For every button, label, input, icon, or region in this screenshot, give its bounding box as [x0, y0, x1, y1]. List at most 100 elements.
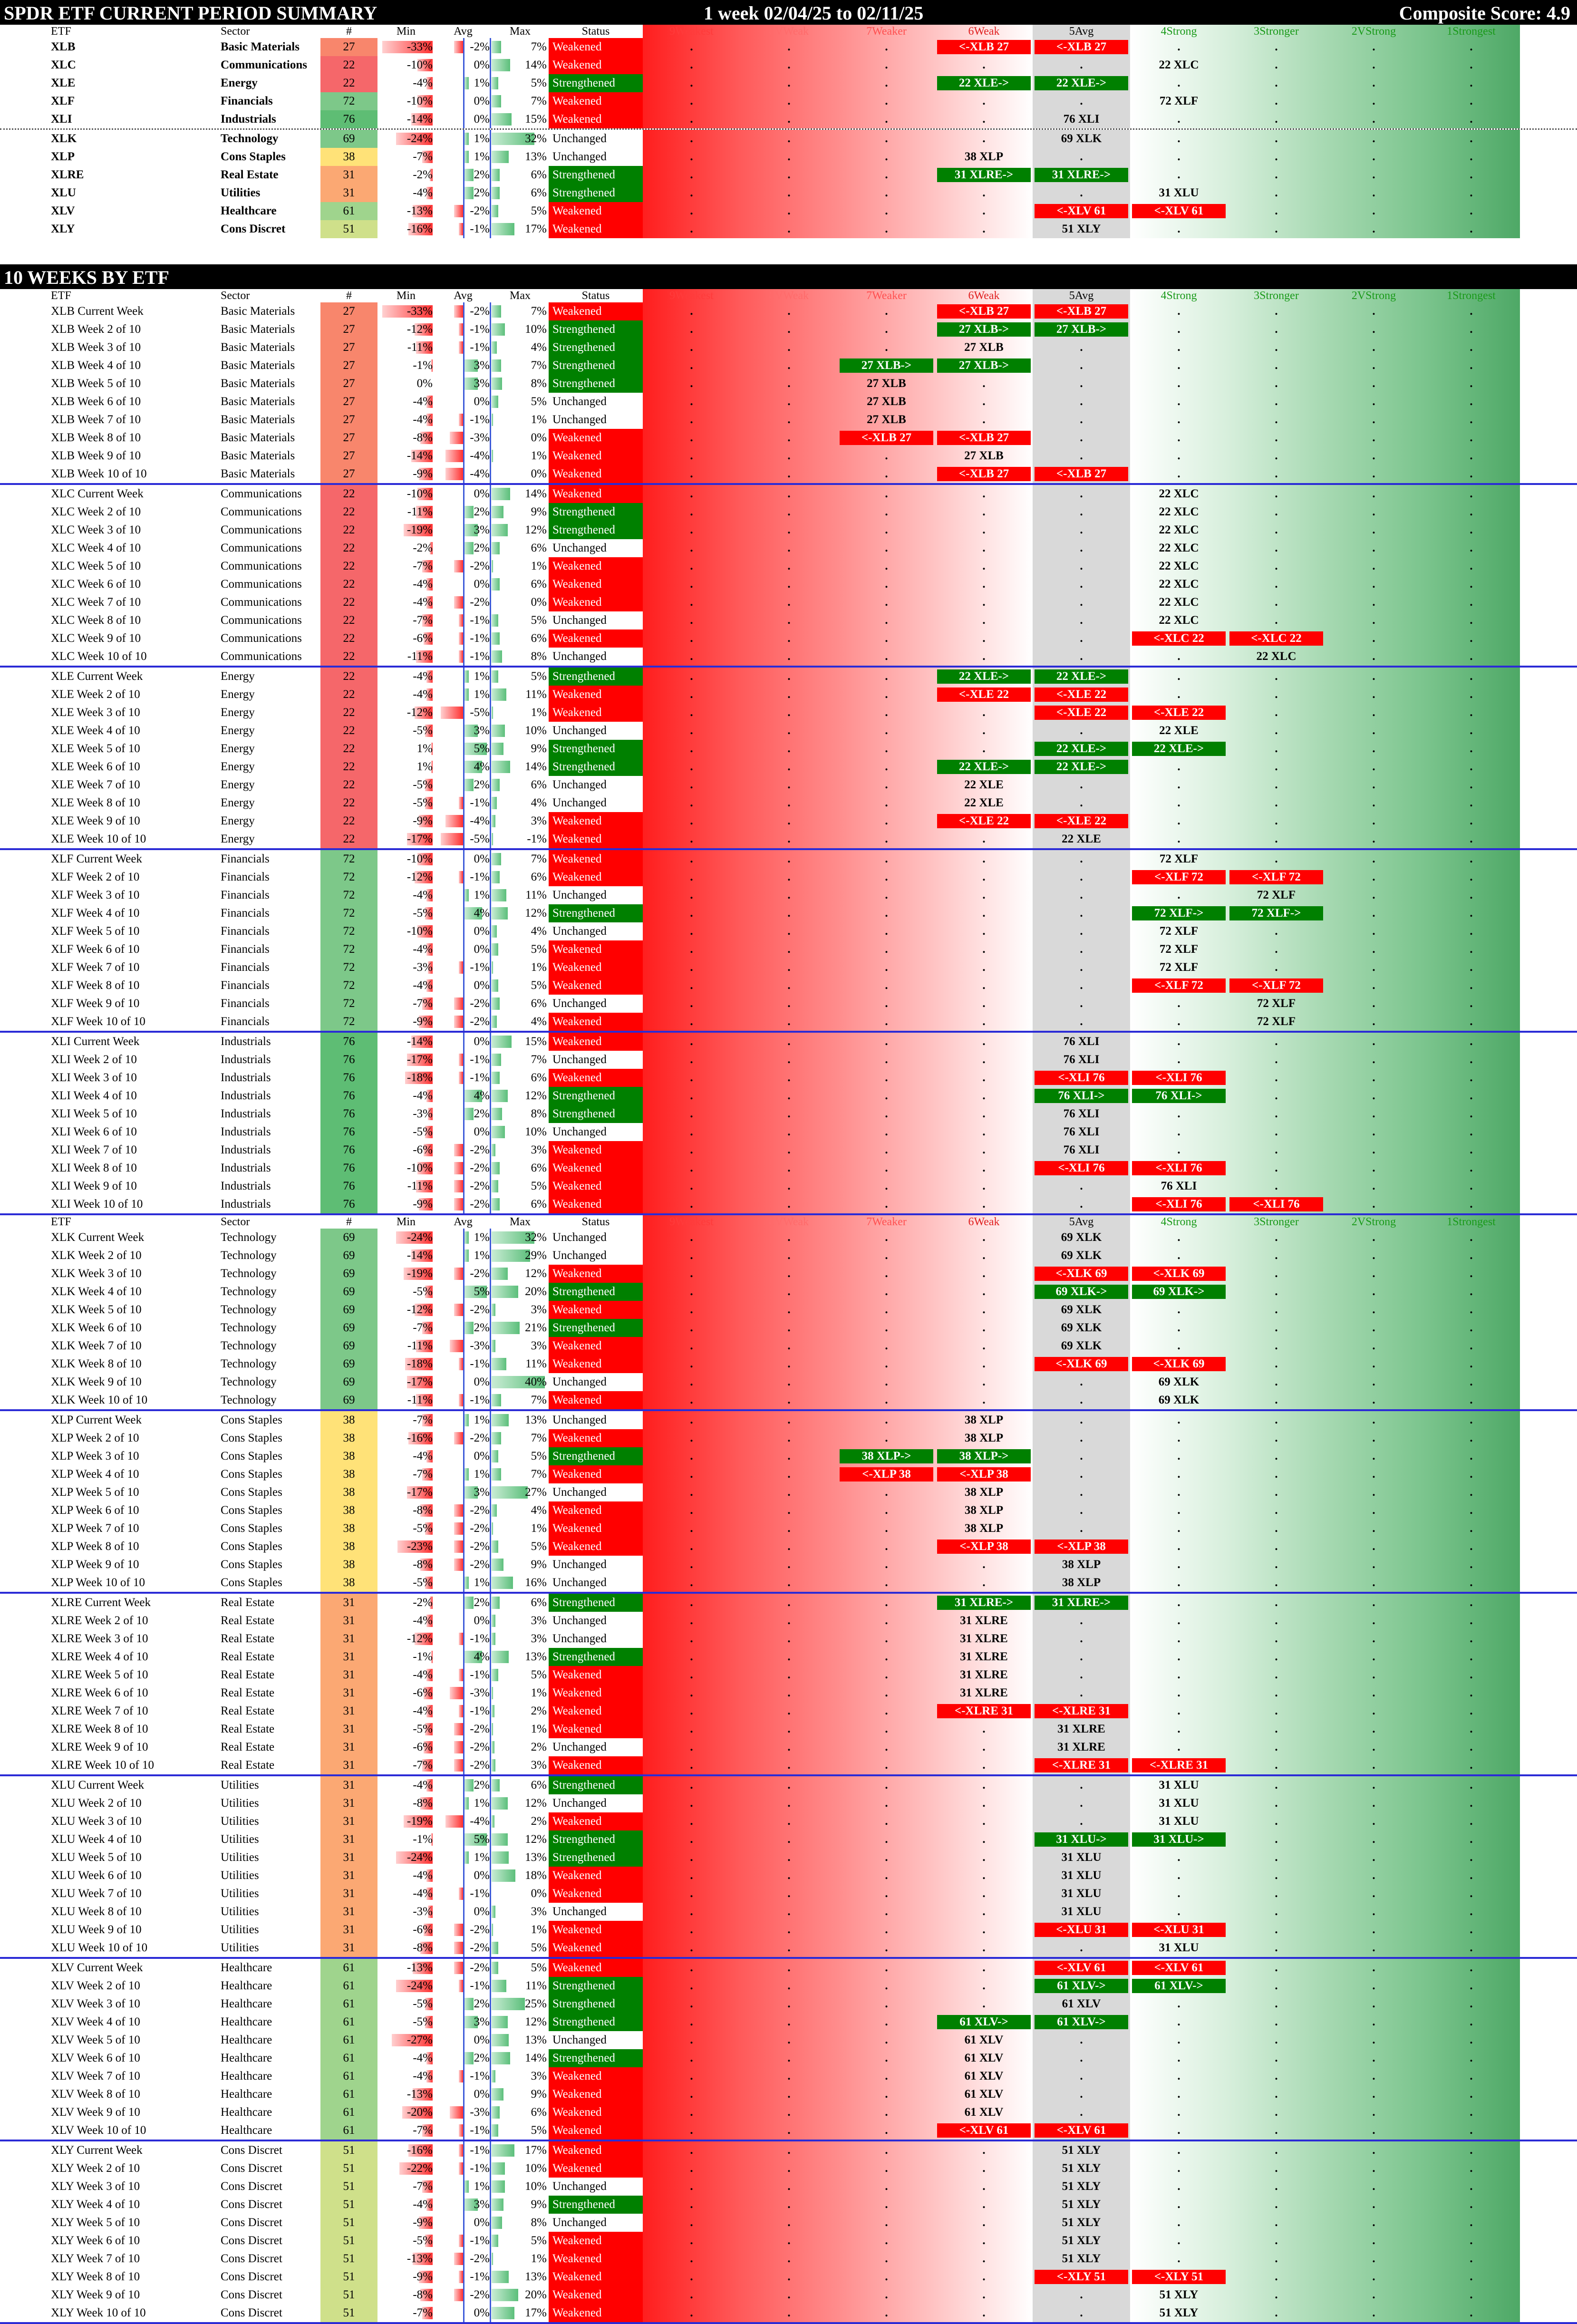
avg-zero-line [463, 2049, 464, 2067]
avg-cell: -2% [435, 1756, 492, 1774]
avg-zero-line-2 [490, 794, 491, 812]
empty-dot: . [982, 1833, 986, 1846]
week-label: Week 6 of 10 [77, 760, 140, 773]
week-label: Week 5 of 10 [76, 925, 140, 938]
etf-symbol: XLY [51, 2162, 74, 2175]
status-cell: Unchanged [549, 922, 643, 940]
etf-symbol: XLY [51, 2288, 74, 2301]
avg-cell-text: 0% [474, 395, 490, 408]
status-text: Weakened [552, 1035, 602, 1048]
max-cell-text: 9% [531, 2198, 547, 2211]
avg-cell-text: -3% [470, 1339, 490, 1352]
avg-zero-line-2 [490, 1501, 491, 1520]
band-cell: . [1325, 922, 1422, 940]
empty-dot: . [1470, 2034, 1473, 2046]
max-cell: 9% [492, 2196, 549, 2214]
empty-dot: . [1372, 523, 1375, 536]
min-cell: -4% [377, 1087, 435, 1105]
avg-cell-text: -2% [470, 1015, 490, 1028]
band-cell: . [1228, 1995, 1325, 2013]
band-cell: . [1422, 2049, 1520, 2067]
min-cell: -10% [377, 1159, 435, 1177]
avg-cell: 1% [435, 74, 492, 92]
status-text: Unchanged [552, 1125, 607, 1138]
band-cell: . [1325, 503, 1422, 521]
avg-zero-line [463, 1373, 464, 1391]
min-bar [404, 1268, 433, 1280]
band-cell: . [1325, 812, 1422, 830]
status-cell: Strengthened [549, 758, 643, 776]
band-cell: 69 XLK [1033, 1337, 1130, 1355]
band-cell: . [1228, 1229, 1325, 1247]
band-cell: 22 XLC [1228, 648, 1325, 666]
header-max: Max [510, 1216, 531, 1228]
empty-dot: . [885, 2088, 888, 2101]
etf-week-label: XLI Week 10 of 10 [0, 1195, 164, 1213]
status-cell: Strengthened [549, 904, 643, 922]
empty-dot: . [1275, 1107, 1278, 1120]
min-cell: -6% [377, 629, 435, 648]
etf-week-label: XLV Week 7 of 10 [0, 2067, 164, 2085]
max-cell-text: 3% [531, 1905, 547, 1918]
empty-dot: . [787, 40, 791, 53]
empty-dot: . [690, 650, 693, 663]
rank-number: 22 [320, 539, 377, 557]
rank-number: 31 [320, 1612, 377, 1630]
band-cell: . [935, 202, 1033, 220]
status-text: Weakened [552, 833, 602, 845]
empty-dot: . [982, 132, 986, 145]
min-bar [416, 650, 433, 663]
week-label: Week 3 of 10 [77, 341, 141, 354]
avg-zero-line-2 [490, 1087, 491, 1105]
band-cell: 72 XLF [1130, 940, 1228, 959]
etf-symbol: XLK [51, 1339, 76, 1352]
band-cell: 51 XLY [1033, 2178, 1130, 2196]
empty-dot: . [982, 1198, 986, 1210]
avg-zero-line-2 [490, 904, 491, 922]
rating-tag: 22 XLC [1159, 596, 1199, 609]
sector-name: Communications [221, 523, 302, 536]
band-cell: 31 XLU [1130, 1812, 1228, 1830]
band-cell: . [1228, 1337, 1325, 1355]
sector-name: Energy [221, 814, 255, 827]
week-row: XLY Week 10 of 10 Cons Discret 51 -7% 0% 17% W… [0, 2304, 1577, 2324]
empty-dot: . [1372, 2070, 1375, 2082]
min-cell: -4% [377, 886, 435, 904]
empty-dot: . [885, 1180, 888, 1192]
empty-dot: . [787, 1668, 791, 1681]
min-cell: -24% [377, 1229, 435, 1247]
max-bar [492, 2106, 500, 2119]
status-text: Unchanged [552, 1486, 607, 1499]
band-cell: . [643, 1995, 740, 2013]
empty-dot: . [690, 1522, 693, 1535]
band-cell: . [838, 2141, 935, 2159]
sector-name: Energy [221, 778, 255, 791]
empty-dot: . [1372, 1357, 1375, 1370]
empty-dot: . [1470, 1997, 1473, 2010]
band-cell: <-XLE 22 [1033, 704, 1130, 722]
max-cell-text: 6% [531, 542, 547, 554]
week-label: Week 4 of 10 [76, 907, 140, 920]
empty-dot: . [1275, 852, 1278, 865]
max-cell-text: 14% [525, 487, 547, 500]
etf-symbol: XLE [51, 688, 74, 701]
empty-dot: . [1275, 2180, 1278, 2193]
band-cell: . [643, 922, 740, 940]
avg-cell-text: -5% [470, 833, 490, 845]
min-cell: -5% [377, 1574, 435, 1592]
week-row: XLU Week 9 of 10 Utilities 31 -6% -2% 1% Weake… [0, 1921, 1577, 1939]
band-cell: . [935, 2214, 1033, 2232]
band-cell: . [643, 110, 740, 128]
max-cell: 5% [492, 393, 549, 411]
week-label: Week 5 of 10 [76, 2216, 140, 2229]
min-cell: -6% [377, 1684, 435, 1702]
avg-zero-line [463, 1337, 464, 1355]
band-cell: . [1130, 830, 1228, 848]
max-cell-text: 27% [525, 1486, 547, 1499]
week-label: Week 5 of 10 [77, 377, 141, 390]
avg-cell: -2% [435, 1556, 492, 1574]
band-cell: . [1422, 593, 1520, 611]
max-cell: 3% [492, 1612, 549, 1630]
status-cell: Weakened [549, 686, 643, 704]
empty-dot: . [1275, 1596, 1278, 1609]
